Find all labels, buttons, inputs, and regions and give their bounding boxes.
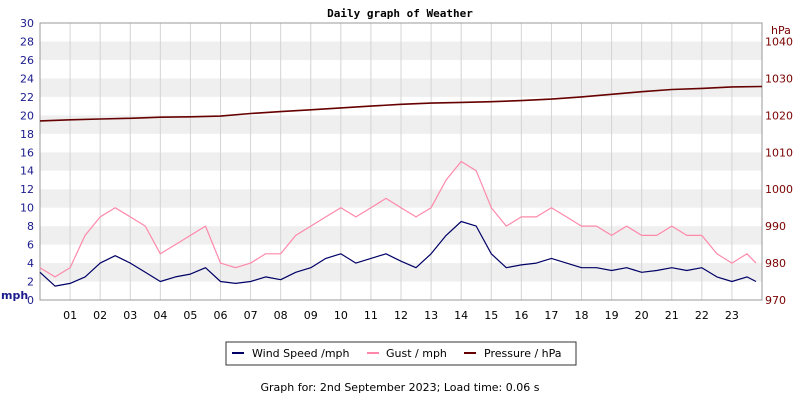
right-tick-label: 1020 — [765, 109, 793, 122]
chart-title: Daily graph of Weather — [327, 7, 473, 20]
left-tick-label: 6 — [27, 239, 34, 252]
x-tick-label: 06 — [214, 309, 228, 322]
x-tick-label: 12 — [394, 309, 408, 322]
left-tick-label: 0 — [27, 294, 34, 307]
legend-label-wind: Wind Speed /mph — [252, 347, 350, 360]
x-tick-label: 16 — [514, 309, 528, 322]
legend-label-gust: Gust / mph — [386, 347, 447, 360]
x-tick-label: 01 — [63, 309, 77, 322]
x-tick-label: 19 — [605, 309, 619, 322]
x-tick-label: 20 — [635, 309, 649, 322]
left-tick-label: 12 — [20, 183, 34, 196]
right-tick-label: 970 — [765, 294, 786, 307]
right-axis-label: hPa — [771, 24, 791, 37]
left-tick-label: 24 — [20, 72, 34, 85]
left-tick-label: 28 — [20, 35, 34, 48]
x-tick-label: 10 — [334, 309, 348, 322]
right-tick-label: 1040 — [765, 35, 793, 48]
right-tick-label: 1030 — [765, 72, 793, 85]
x-tick-label: 18 — [575, 309, 589, 322]
series-lines — [39, 85, 763, 287]
x-tick-label: 17 — [544, 309, 558, 322]
x-tick-label: 03 — [123, 309, 137, 322]
footer-text: Graph for: 2nd September 2023; Load time… — [261, 381, 540, 394]
legend-box — [225, 341, 577, 366]
left-tick-label: 26 — [20, 54, 34, 67]
right-tick-label: 980 — [765, 257, 786, 270]
left-tick-label: 4 — [27, 257, 34, 270]
wind-speed-line — [39, 220, 757, 287]
x-tick-label: 07 — [244, 309, 258, 322]
left-tick-label: 20 — [20, 109, 34, 122]
x-tick-label: 11 — [364, 309, 378, 322]
left-tick-label: 10 — [20, 202, 34, 215]
right-tick-label: 990 — [765, 220, 786, 233]
x-tick-label: 08 — [274, 309, 288, 322]
left-tick-label: 2 — [27, 276, 34, 289]
x-tick-label: 14 — [454, 309, 468, 322]
legend: Wind Speed /mph Gust / mph Pressure / hP… — [225, 341, 577, 366]
left-axis-label: mph — [1, 289, 28, 302]
left-tick-label: 18 — [20, 128, 34, 141]
right-tick-label: 1000 — [765, 183, 793, 196]
x-tick-label: 13 — [424, 309, 438, 322]
left-tick-label: 14 — [20, 165, 34, 178]
left-tick-label: 30 — [20, 17, 34, 30]
x-tick-label: 21 — [665, 309, 679, 322]
x-tick-label: 15 — [484, 309, 498, 322]
x-tick-label: 09 — [304, 309, 318, 322]
left-tick-label: 22 — [20, 91, 34, 104]
left-tick-label: 16 — [20, 146, 34, 159]
x-tick-label: 02 — [93, 309, 107, 322]
right-tick-label: 1010 — [765, 146, 793, 159]
pressure-line — [39, 85, 763, 122]
x-tick-label: 22 — [695, 309, 709, 322]
x-tick-label: 23 — [725, 309, 739, 322]
legend-label-pressure: Pressure / hPa — [484, 347, 562, 360]
x-tick-label: 05 — [183, 309, 197, 322]
right-axis-ticks: 970 980 990 1000 1010 1020 1030 1040 — [765, 35, 793, 307]
left-tick-label: 8 — [27, 220, 34, 233]
x-axis-ticks: 01 02 03 04 05 06 07 08 09 10 11 12 13 14 15 16 17 18 19 20… — [63, 309, 739, 322]
x-tick-label: 04 — [153, 309, 167, 322]
gust-line — [39, 160, 757, 278]
plot-area-border — [39, 22, 763, 301]
